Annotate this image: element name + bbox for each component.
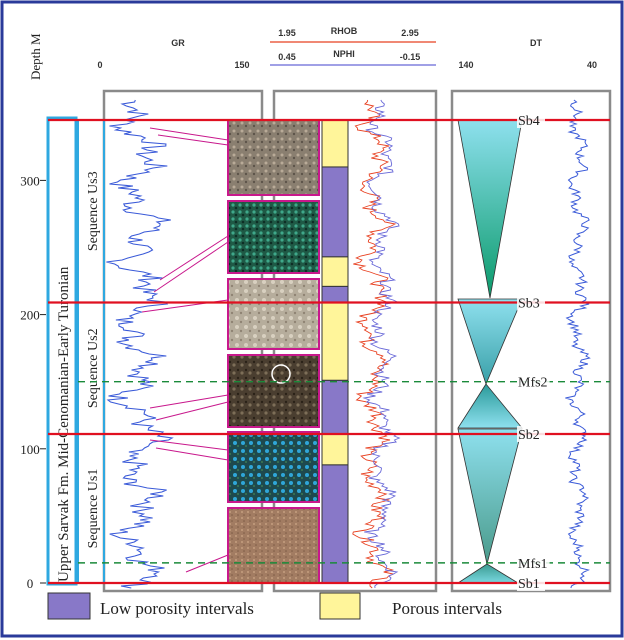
thin-section-photos	[141, 119, 320, 584]
depth-tick-label: 200	[20, 308, 40, 323]
sequence-label: Sequence Us1	[86, 469, 101, 549]
sequence-label: Sequence Us3	[86, 171, 101, 251]
low-porosity-interval	[321, 379, 349, 435]
log-curves	[106, 99, 591, 589]
photo-leader	[149, 127, 229, 141]
dt-curve	[565, 99, 591, 589]
surface-label: Sb2	[518, 428, 540, 443]
legend-low-porosity-swatch	[47, 592, 91, 620]
surface-label: Mfs2	[518, 376, 548, 391]
tract-us2-upper-triangle	[457, 298, 523, 386]
nphi-label: NPHI	[333, 49, 355, 59]
low-porosity-interval	[321, 464, 349, 584]
surface-lines: Sb4 Sb3 Mfs2 Sb2 Mfs1 Sb1	[48, 112, 610, 592]
nphi-min-label: 0.45	[278, 52, 296, 62]
nphi-max-label: -0.15	[400, 52, 421, 62]
photo-leader	[149, 394, 229, 409]
rhob-label: RHOB	[331, 26, 358, 36]
legend-porous-label: Porous intervals	[392, 599, 502, 618]
photo-leader	[149, 439, 229, 451]
surface-label-bg	[517, 294, 545, 311]
age-label: Mid-Cenomanian-Early Turonian	[56, 266, 72, 468]
photo-leader	[155, 447, 229, 461]
photo-leader	[153, 241, 229, 293]
surface-label-bg	[517, 575, 545, 591]
surface-label: Sb3	[518, 297, 540, 312]
surface-label-bg	[517, 554, 550, 571]
depth-axis: 0 100 200 300	[20, 173, 46, 591]
porosity-column	[321, 119, 349, 584]
depth-tick-label: 0	[27, 576, 34, 591]
low-porosity-interval	[321, 285, 349, 304]
legend: Low porosity intervals Porous intervals	[47, 592, 502, 620]
sequence-boxes: Sequence Us3 Sequence Us2 Sequence Us1	[77, 119, 105, 584]
formation-label: Upper Sarvak Fm.	[56, 472, 72, 582]
photo-leader	[185, 554, 229, 573]
systems-tracts	[456, 119, 523, 584]
rhob-min-label: 1.95	[278, 28, 296, 38]
porous-interval	[321, 302, 349, 381]
low-porosity-interval	[321, 166, 349, 258]
surface-label-bg	[517, 112, 545, 128]
tract-us2-lower-triangle	[457, 383, 523, 429]
photo-marker-circle	[271, 364, 291, 384]
photo-leader	[155, 401, 229, 421]
dt-label: DT	[530, 38, 542, 48]
gr-curve	[106, 99, 174, 589]
porous-interval	[321, 119, 349, 168]
formation-age-label: Upper Sarvak Fm. Mid-Cenomanian-Early Tu…	[56, 266, 72, 582]
dt-max-label: 40	[587, 60, 597, 70]
thin-section-photo-3	[227, 278, 320, 350]
surface-label: Sb1	[518, 577, 540, 592]
thin-section-photo-2	[227, 200, 320, 274]
thin-section-photo-1	[227, 119, 320, 196]
thin-section-photo-4	[227, 354, 320, 428]
porous-interval	[321, 256, 349, 287]
thin-section-photo-6	[227, 507, 320, 584]
photo-leader	[159, 235, 229, 281]
rhob-max-label: 2.95	[401, 28, 419, 38]
porous-interval	[321, 433, 349, 466]
sequence-label: Sequence Us2	[86, 328, 101, 408]
surface-label-bg	[517, 373, 550, 390]
nphi-curve	[362, 99, 401, 589]
dt-min-label: 140	[458, 60, 473, 70]
photo-leader	[157, 134, 229, 146]
surface-label: Mfs1	[518, 557, 548, 572]
gr-min-label: 0	[97, 60, 102, 70]
legend-low-porosity-label: Low porosity intervals	[100, 599, 254, 618]
depth-axis-label: Depth M	[28, 33, 43, 80]
thin-section-photo-5	[227, 431, 320, 503]
surface-label: Sb4	[518, 114, 540, 129]
gr-label: GR	[171, 38, 185, 48]
depth-tick-label: 100	[20, 442, 40, 457]
depth-tick-label: 300	[20, 173, 40, 188]
legend-porous-swatch	[319, 592, 361, 620]
tract-us1-upper-triangle	[457, 428, 523, 565]
surface-label-bg	[517, 426, 545, 443]
rhob-curve	[352, 99, 397, 589]
gr-max-label: 150	[234, 60, 249, 70]
